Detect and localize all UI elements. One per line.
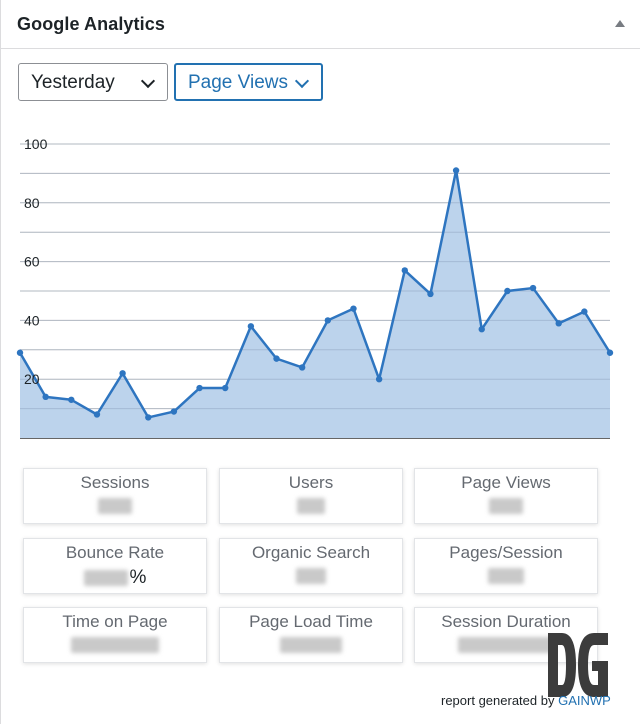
widget-header[interactable]: Google Analytics [1,0,640,49]
stat-card: Users [219,468,403,524]
stat-card: Time on Page [23,607,207,663]
data-point[interactable] [170,408,178,415]
data-point[interactable] [298,364,306,371]
y-tick-label: 20 [24,371,40,387]
series-line [18,169,612,419]
data-point[interactable] [273,355,280,362]
data-point[interactable] [401,267,408,274]
series-area [20,170,610,438]
stat-card: Page Views [414,468,598,524]
data-point[interactable] [247,323,255,330]
stat-card-value-redacted [220,567,402,587]
stat-card: Page Load Time [219,607,403,663]
footer-brand-link[interactable]: GAINWP [558,693,611,708]
stat-card-value-redacted [24,497,206,517]
stat-card-label: Users [288,473,334,492]
y-tick-label: 80 [24,195,40,211]
y-tick-label: 40 [24,312,40,328]
stat-card-label: Page Load Time [249,612,373,631]
data-point[interactable] [42,393,49,401]
data-point[interactable] [68,396,75,403]
data-point[interactable] [350,305,357,312]
stat-card-value-redacted [220,636,402,656]
data-point[interactable] [375,376,383,383]
stat-card-label: Sessions [80,473,150,492]
triangle-up-icon[interactable] [615,20,625,27]
data-point[interactable] [555,320,562,327]
data-point[interactable] [427,290,434,298]
widget-title: Google Analytics [17,14,165,34]
period-select[interactable]: Yesterday [18,63,168,101]
data-point[interactable] [93,411,101,418]
stat-card-value-redacted [415,497,597,517]
stat-card-label: Page Views [461,473,551,492]
chevron-down-icon [140,73,156,89]
stat-card-value-redacted [415,636,597,656]
data-point[interactable] [196,384,203,392]
stat-card-label: Bounce Rate [65,543,165,562]
data-point[interactable] [222,384,229,392]
data-point[interactable] [606,349,614,356]
stat-card: Organic Search [219,538,403,594]
stat-card-suffix: % [129,567,147,588]
data-point[interactable] [145,414,152,421]
stat-card: Sessions [23,468,207,524]
data-point[interactable] [324,317,332,324]
data-point[interactable] [16,349,24,356]
y-tick-label: 100 [24,136,48,152]
stat-card-value-redacted [415,567,597,587]
period-select-value: Yesterday [31,72,115,93]
stat-card-label: Organic Search [251,543,371,562]
data-point[interactable] [504,287,511,295]
report-footer: report generated by GAINWP [441,693,611,708]
stat-card: Pages/Session [414,538,598,594]
stat-card-value-redacted: % [24,567,206,588]
gainwp-logo-icon [548,633,608,697]
metric-select-value: Page Views [188,72,288,93]
footer-prefix: report generated by [441,693,555,708]
y-tick-label: 60 [24,254,40,270]
page-views-chart: 100 80 60 40 20 [16,136,614,439]
data-point[interactable] [581,308,588,315]
metric-select[interactable]: Page Views [174,63,323,101]
chevron-down-icon [294,73,310,89]
stat-card-label: Session Duration [441,612,571,631]
data-point[interactable] [119,370,126,377]
stat-card-label: Time on Page [62,612,168,631]
data-point[interactable] [478,326,485,333]
stat-card-label: Pages/Session [449,543,563,562]
stat-card: Bounce Rate% [23,538,207,594]
stat-card-value-redacted [24,636,206,656]
data-point[interactable] [452,167,460,174]
data-point[interactable] [529,284,537,292]
stat-card-value-redacted [220,497,402,517]
